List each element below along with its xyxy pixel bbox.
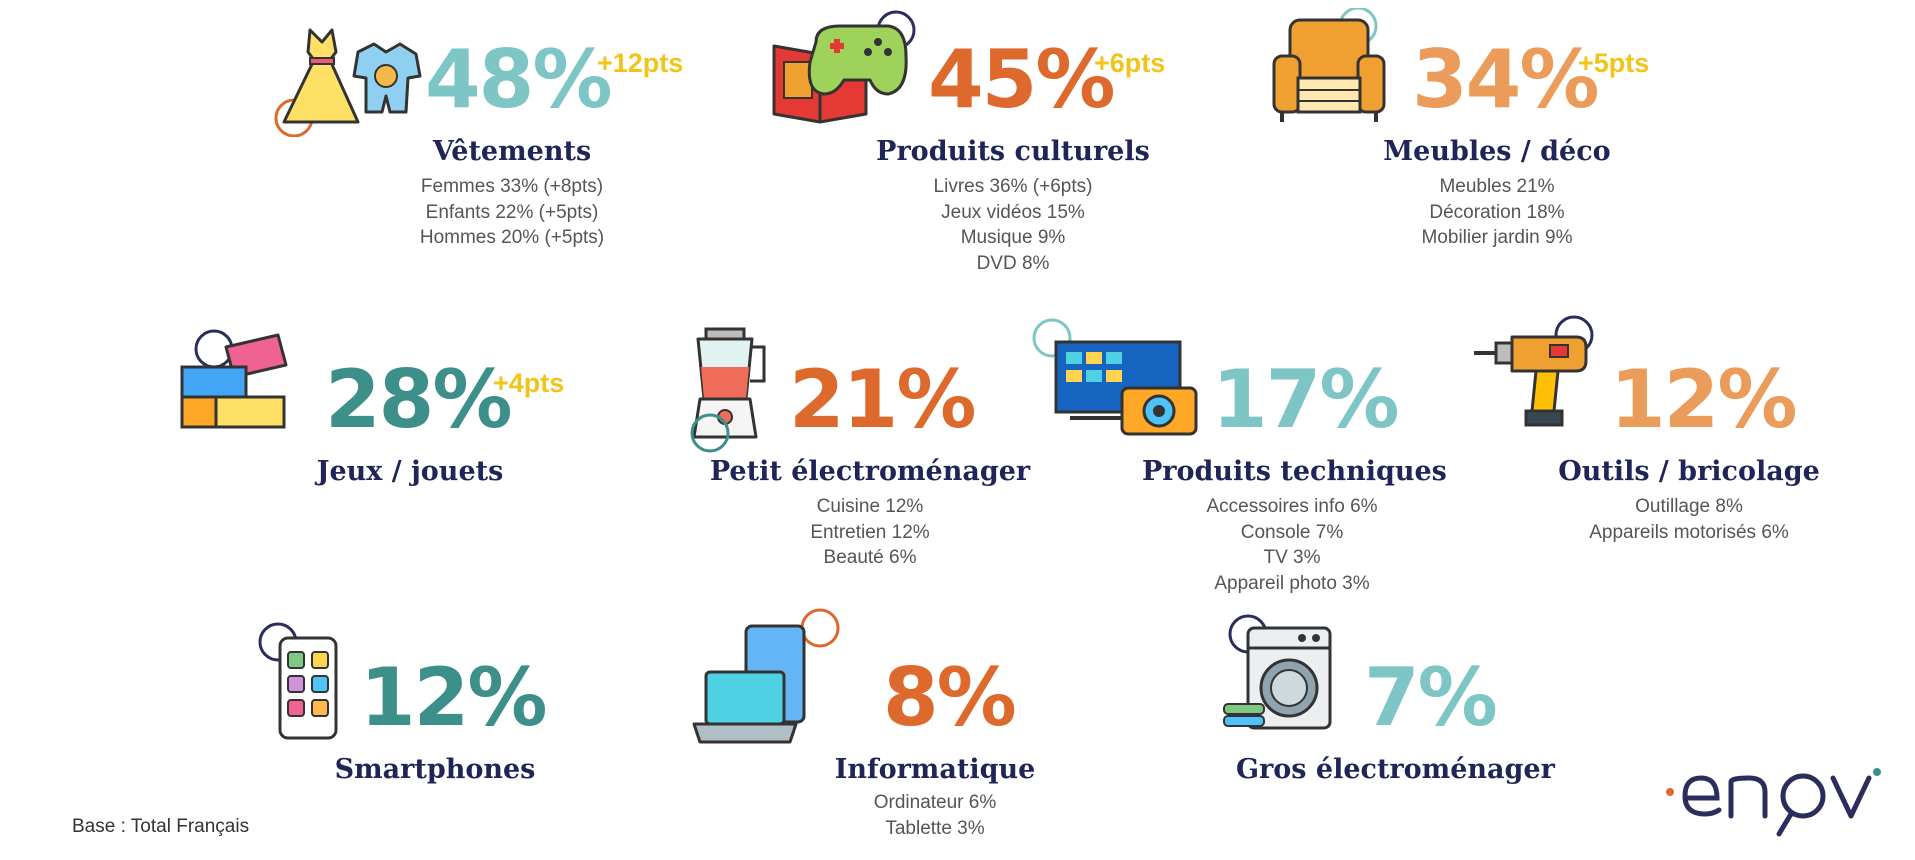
detail-line: Hommes 20% (+5pts) xyxy=(419,227,605,248)
detail-line: TV 3% xyxy=(1263,547,1321,568)
category-title: Informatique xyxy=(834,754,1036,785)
detail-line: Enfants 22% (+5pts) xyxy=(425,201,599,223)
detail-line: Accessoires info 6% xyxy=(1206,496,1378,517)
detail-line: Femmes 33% (+8pts) xyxy=(420,176,604,197)
blender-icon xyxy=(690,327,766,453)
category-title: Vêtements xyxy=(432,136,592,167)
percent-value: 34% xyxy=(1412,33,1599,126)
detail-line: Appareils motorisés 6% xyxy=(1589,521,1789,543)
armchair-icon xyxy=(1272,8,1386,122)
category-details: Meubles 21% Décoration 18% Mobilier jard… xyxy=(1347,174,1647,251)
percent-value: 7% xyxy=(1364,651,1498,744)
detail-line: Beauté 6% xyxy=(823,547,917,568)
toy-bricks-icon xyxy=(180,329,288,429)
category-title: Produits techniques xyxy=(1142,456,1447,487)
category-title: Outils / bricolage xyxy=(1558,456,1820,487)
detail-line: Outillage 8% xyxy=(1635,496,1743,517)
category-details: Cuisine 12% Entretien 12% Beauté 6% xyxy=(720,494,1020,571)
percent-value: 45% xyxy=(928,33,1115,126)
smartphone-icon xyxy=(258,622,338,740)
delta-badge: +4pts xyxy=(493,368,565,398)
laptop-and-tablet-icon xyxy=(692,608,840,744)
enov-logo: enov xyxy=(1666,768,1881,837)
detail-line: Appareil photo 3% xyxy=(1214,572,1370,594)
detail-line: Musique 9% xyxy=(960,227,1066,248)
delta-badge: +5pts xyxy=(1578,48,1650,78)
category-title: Petit électroménager xyxy=(709,456,1031,487)
percent-value: 8% xyxy=(883,651,1017,744)
detail-line: Meubles 21% xyxy=(1439,176,1555,197)
category-title: Meubles / déco xyxy=(1383,136,1611,167)
category-title: Smartphones xyxy=(334,754,536,785)
category-details: Livres 36% (+6pts) Jeux vidéos 15% Musiq… xyxy=(863,174,1163,276)
detail-line: Mobilier jardin 9% xyxy=(1421,227,1573,248)
category-title: Jeux / jouets xyxy=(316,456,504,487)
percent-value: 12% xyxy=(1610,353,1797,446)
base-footnote: Base : Total Français xyxy=(72,816,250,837)
detail-line: DVD 8% xyxy=(976,252,1050,274)
percent-value: 28% xyxy=(325,353,512,446)
category-title: Gros électroménager xyxy=(1236,754,1555,785)
percent-value: 48% xyxy=(425,33,612,126)
percent-value: 21% xyxy=(789,353,976,446)
category-details: Accessoires info 6% Console 7% TV 3% App… xyxy=(1142,494,1442,596)
detail-line: Décoration 18% xyxy=(1429,201,1565,223)
category-details: Outillage 8% Appareils motorisés 6% xyxy=(1539,494,1839,545)
category-details: Ordinateur 6% Tablette 3% xyxy=(785,790,1085,841)
delta-badge: +12pts xyxy=(597,48,684,78)
detail-line: Cuisine 12% xyxy=(816,496,924,517)
dress-and-babysuit-icon xyxy=(274,28,422,137)
tv-and-camera-icon xyxy=(1032,318,1198,436)
category-title: Produits culturels xyxy=(876,136,1150,167)
book-and-gamepad-icon xyxy=(772,10,916,124)
percent-value: 17% xyxy=(1212,353,1399,446)
category-details: Femmes 33% (+8pts) Enfants 22% (+5pts) H… xyxy=(362,174,662,251)
power-drill-icon xyxy=(1474,315,1594,427)
detail-line: Tablette 3% xyxy=(885,817,985,839)
delta-badge: +6pts xyxy=(1094,48,1166,78)
detail-line: Ordinateur 6% xyxy=(873,792,997,813)
washing-machine-icon xyxy=(1223,614,1332,730)
detail-line: Console 7% xyxy=(1240,521,1344,543)
detail-line: Jeux vidéos 15% xyxy=(941,201,1085,223)
percent-value: 12% xyxy=(360,651,547,744)
detail-line: Livres 36% (+6pts) xyxy=(933,176,1093,197)
detail-line: Entretien 12% xyxy=(810,521,930,543)
